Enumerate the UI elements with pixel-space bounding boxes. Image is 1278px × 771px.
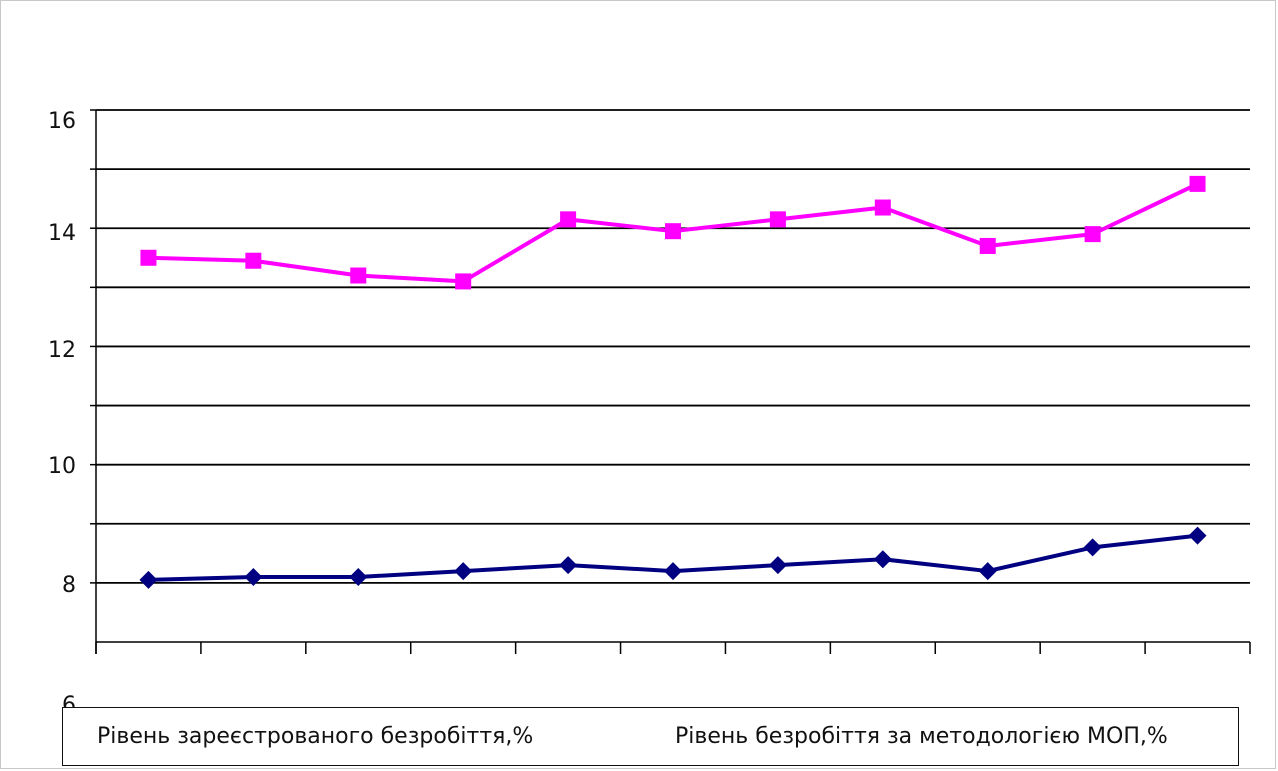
data-point — [350, 267, 367, 284]
y-tick-label: 8 — [62, 573, 76, 598]
data-point — [140, 249, 157, 266]
data-point — [1189, 175, 1206, 192]
data-point — [139, 570, 158, 589]
data-point — [1083, 538, 1102, 557]
data-point — [455, 273, 472, 290]
data-point — [349, 567, 368, 586]
data-point — [978, 562, 997, 581]
data-point — [1084, 226, 1101, 243]
gridlines — [90, 109, 1250, 584]
data-point — [664, 562, 682, 581]
series-1 — [139, 526, 1207, 589]
data-point — [559, 556, 578, 575]
data-point — [873, 550, 892, 569]
series-2 — [140, 175, 1206, 290]
data-point — [1188, 526, 1207, 545]
data-point — [874, 199, 891, 216]
axes — [95, 110, 1251, 654]
data-point — [665, 223, 681, 240]
data-point — [560, 211, 577, 228]
data-point — [769, 211, 786, 228]
data-point — [244, 567, 263, 586]
y-tick-label: 12 — [48, 338, 76, 363]
data-point — [768, 556, 787, 575]
legend-item-registered-unemployment: Рівень зареєстрованого безробіття,% — [97, 724, 534, 749]
legend: Рівень зареєстрованого безробіття,% Ріве… — [62, 707, 1239, 766]
y-tick-label: 14 — [48, 221, 76, 246]
data-point — [454, 562, 473, 581]
y-tick-label: 16 — [48, 109, 76, 134]
data-point — [979, 237, 996, 254]
legend-item-ilo-unemployment: Рівень безробіття за методологією МОП,% — [675, 724, 1168, 749]
y-tick-label: 10 — [48, 454, 76, 479]
data-point — [245, 252, 262, 269]
series — [139, 175, 1207, 589]
